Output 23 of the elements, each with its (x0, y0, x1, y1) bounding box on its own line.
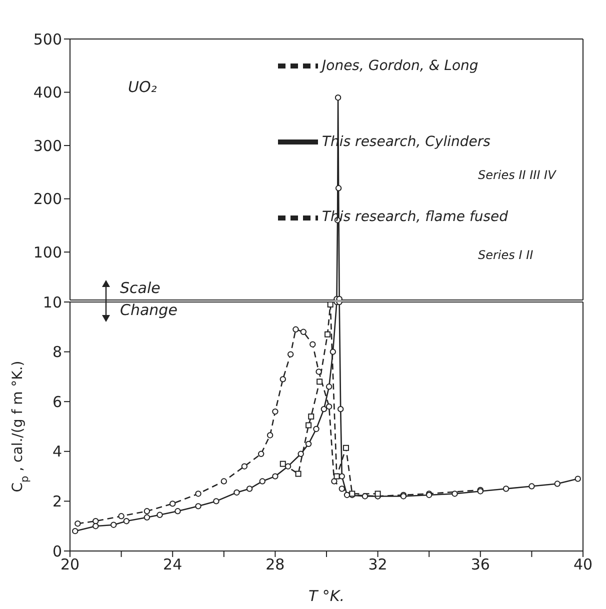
x-tick-label: 40 (573, 556, 593, 574)
y-tick-label: 6 (52, 392, 62, 411)
x-tick-label: 32 (368, 556, 388, 574)
y-tick-label: 0 (52, 542, 62, 560)
y-tick-label: 300 (33, 136, 62, 155)
x-axis-title: T °K. (308, 587, 345, 605)
y-tick-label: 8 (52, 343, 62, 362)
y-tick-label: 500 (33, 30, 62, 48)
y-tick-label: 200 (33, 190, 62, 208)
legend-label: Jones, Gordon, & Long (322, 58, 478, 74)
x-tick-label: 20 (60, 556, 80, 574)
y-tick-label: 4 (52, 442, 62, 461)
x-tick-label: 24 (163, 556, 182, 574)
annotation: UO₂ (128, 78, 157, 96)
annotation: Series II III IV (478, 168, 556, 182)
y-tick-label: 400 (33, 84, 62, 102)
annotation: Scale Change (120, 278, 178, 321)
x-tick-label: 36 (470, 556, 490, 574)
annotation: Series I II (478, 248, 534, 262)
x-tick-label: 28 (266, 556, 285, 574)
y-tick-label: 2 (52, 492, 62, 511)
y-tick-label: 100 (33, 243, 62, 262)
y-tick-label: 10 (42, 293, 62, 312)
